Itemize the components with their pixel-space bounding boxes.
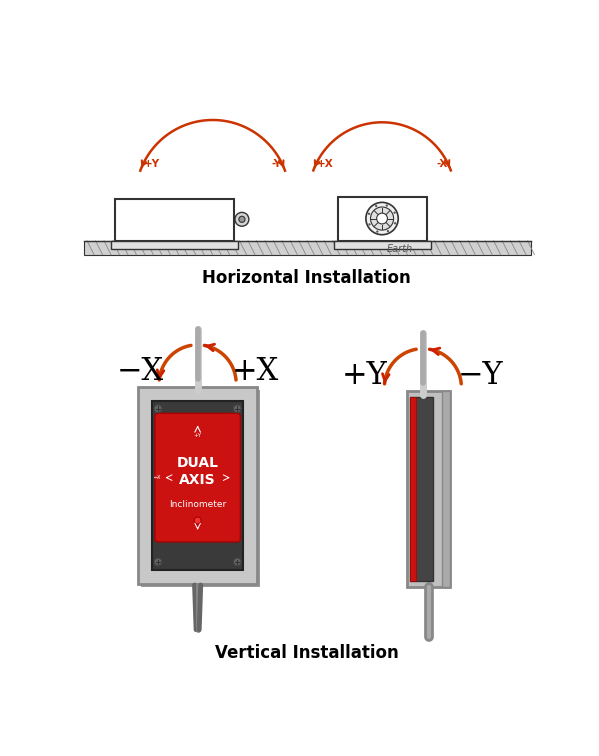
Circle shape <box>394 212 396 214</box>
Text: ←X: ←X <box>153 475 161 480</box>
Text: +Y: +Y <box>193 433 202 438</box>
Text: Vertical Installation: Vertical Installation <box>214 643 398 662</box>
Bar <box>152 401 243 570</box>
Text: DUAL
AXIS: DUAL AXIS <box>177 457 219 487</box>
Bar <box>84 241 531 255</box>
Circle shape <box>368 223 371 225</box>
Bar <box>138 387 258 584</box>
Text: +X: +X <box>316 159 333 169</box>
Circle shape <box>235 212 249 226</box>
Bar <box>115 199 234 241</box>
Circle shape <box>366 203 398 234</box>
Circle shape <box>154 558 162 565</box>
Text: Inclinometer: Inclinometer <box>169 500 226 509</box>
Circle shape <box>194 517 201 524</box>
Bar <box>410 397 433 581</box>
Text: +Y: +Y <box>143 159 159 169</box>
Circle shape <box>375 205 377 207</box>
Text: −Y: −Y <box>458 360 503 391</box>
Circle shape <box>386 204 388 206</box>
Bar <box>407 391 450 587</box>
Text: Earth: Earth <box>387 243 413 253</box>
Text: +Y: +Y <box>342 360 388 391</box>
Circle shape <box>154 405 162 413</box>
Circle shape <box>371 207 394 230</box>
Text: Horizontal Installation: Horizontal Installation <box>202 269 411 287</box>
Circle shape <box>368 212 370 215</box>
Circle shape <box>234 405 241 413</box>
FancyBboxPatch shape <box>155 414 240 542</box>
Circle shape <box>387 230 389 232</box>
Circle shape <box>239 216 245 222</box>
Bar <box>442 391 450 587</box>
Bar <box>338 197 426 241</box>
Circle shape <box>376 231 379 233</box>
Bar <box>141 390 261 587</box>
Text: -Y: -Y <box>272 159 282 169</box>
Text: −X: −X <box>116 356 164 387</box>
Circle shape <box>234 558 241 565</box>
Circle shape <box>377 213 388 224</box>
Circle shape <box>394 222 397 225</box>
Bar <box>410 397 416 581</box>
Text: -X: -X <box>436 159 447 169</box>
Bar <box>111 241 238 249</box>
Text: +X: +X <box>232 356 279 387</box>
Bar <box>334 241 431 249</box>
